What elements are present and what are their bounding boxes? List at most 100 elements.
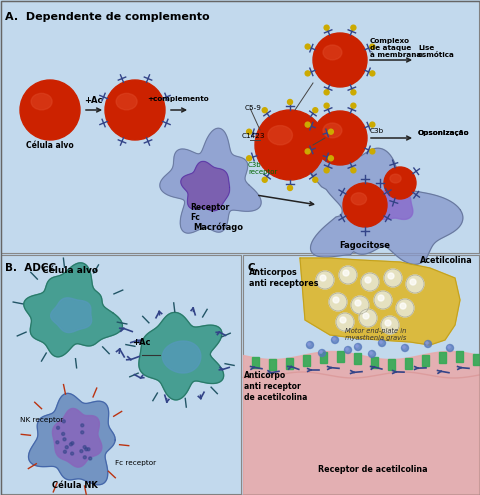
Circle shape <box>85 448 88 451</box>
Circle shape <box>446 345 454 351</box>
Circle shape <box>370 122 375 127</box>
Circle shape <box>374 291 392 309</box>
Circle shape <box>324 103 329 108</box>
Polygon shape <box>139 312 224 400</box>
Text: Lise
osmótica: Lise osmótica <box>418 45 455 58</box>
Ellipse shape <box>390 174 401 183</box>
Circle shape <box>328 129 334 134</box>
Circle shape <box>247 129 252 134</box>
Circle shape <box>424 341 432 347</box>
Text: C3b: C3b <box>370 128 384 134</box>
Circle shape <box>320 275 326 281</box>
Text: Opsonização: Opsonização <box>418 130 469 136</box>
Text: Receptor de acetilcolina: Receptor de acetilcolina <box>318 465 428 474</box>
Circle shape <box>65 446 68 449</box>
FancyBboxPatch shape <box>405 358 412 369</box>
FancyBboxPatch shape <box>320 352 327 363</box>
Circle shape <box>305 122 310 127</box>
Ellipse shape <box>323 45 342 60</box>
Circle shape <box>61 433 65 436</box>
Text: C5-9: C5-9 <box>245 105 262 111</box>
Circle shape <box>262 177 267 182</box>
Polygon shape <box>50 298 92 333</box>
Circle shape <box>339 266 357 284</box>
Text: NK receptor: NK receptor <box>20 417 63 423</box>
Circle shape <box>410 279 416 285</box>
Circle shape <box>351 25 356 30</box>
Polygon shape <box>305 142 463 264</box>
Circle shape <box>333 297 339 303</box>
Circle shape <box>363 313 369 319</box>
Text: Complexo
de ataque
à membrana: Complexo de ataque à membrana <box>370 38 421 58</box>
Circle shape <box>63 438 66 441</box>
FancyBboxPatch shape <box>269 359 276 370</box>
Text: C.: C. <box>247 263 259 273</box>
Circle shape <box>379 340 385 346</box>
Circle shape <box>426 342 428 344</box>
Ellipse shape <box>323 123 342 138</box>
FancyBboxPatch shape <box>388 359 395 370</box>
Circle shape <box>56 441 59 444</box>
FancyBboxPatch shape <box>422 355 429 366</box>
Text: Motor end-plate in
myasthenia gravis: Motor end-plate in myasthenia gravis <box>345 328 407 341</box>
Text: Fc receptor: Fc receptor <box>115 460 156 466</box>
Circle shape <box>316 271 334 289</box>
Circle shape <box>71 452 73 455</box>
Circle shape <box>351 296 369 314</box>
Circle shape <box>262 108 267 113</box>
Circle shape <box>305 71 310 76</box>
Circle shape <box>83 446 86 448</box>
Circle shape <box>369 350 375 357</box>
Circle shape <box>89 457 92 460</box>
Circle shape <box>351 90 356 95</box>
Text: Fagocitose: Fagocitose <box>339 241 391 250</box>
Circle shape <box>57 426 60 429</box>
Polygon shape <box>28 394 115 485</box>
Circle shape <box>370 149 375 154</box>
FancyBboxPatch shape <box>243 255 479 494</box>
Circle shape <box>359 309 377 327</box>
Polygon shape <box>160 128 261 233</box>
Circle shape <box>336 313 354 331</box>
Circle shape <box>370 71 375 76</box>
Text: Anticorpo
anti receptor
de acetilcolina: Anticorpo anti receptor de acetilcolina <box>244 371 307 402</box>
Circle shape <box>288 99 292 104</box>
FancyBboxPatch shape <box>371 357 378 368</box>
Polygon shape <box>24 263 122 357</box>
Polygon shape <box>377 189 413 220</box>
Circle shape <box>384 167 416 199</box>
Circle shape <box>81 424 84 427</box>
FancyBboxPatch shape <box>354 353 361 364</box>
Text: C3b
receptor: C3b receptor <box>248 162 277 175</box>
Circle shape <box>378 295 384 301</box>
Circle shape <box>324 90 329 95</box>
Text: A.  Dependente de complemento: A. Dependente de complemento <box>5 12 210 22</box>
Text: +complemento: +complemento <box>147 96 209 102</box>
Circle shape <box>319 349 325 356</box>
Text: +Ac: +Ac <box>84 96 102 105</box>
Circle shape <box>62 420 65 423</box>
Text: Macrófago: Macrófago <box>193 222 243 232</box>
Text: Acetilcolina: Acetilcolina <box>420 256 473 265</box>
Circle shape <box>385 320 391 326</box>
Polygon shape <box>162 341 201 373</box>
Text: Célula alvo: Célula alvo <box>26 141 74 150</box>
Circle shape <box>87 448 90 451</box>
Circle shape <box>351 168 356 173</box>
FancyBboxPatch shape <box>439 351 446 363</box>
Polygon shape <box>181 161 229 211</box>
Circle shape <box>380 341 382 343</box>
Circle shape <box>70 443 72 446</box>
Circle shape <box>313 33 367 87</box>
Circle shape <box>313 108 318 113</box>
Ellipse shape <box>351 193 367 205</box>
FancyBboxPatch shape <box>456 351 463 362</box>
Circle shape <box>401 345 408 351</box>
Circle shape <box>332 337 338 344</box>
Circle shape <box>343 183 387 227</box>
Circle shape <box>84 456 86 459</box>
Circle shape <box>329 293 347 311</box>
Circle shape <box>247 156 252 161</box>
Text: Célula NK: Célula NK <box>52 481 98 490</box>
Polygon shape <box>300 258 460 345</box>
